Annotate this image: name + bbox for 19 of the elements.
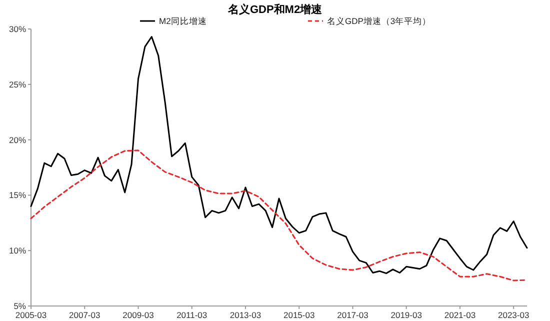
x-tick-label: 2007-03 — [69, 310, 100, 320]
y-tick-label: 30% — [8, 24, 26, 34]
chart-title: 名义GDP和M2增速 — [226, 3, 324, 16]
x-tick-label: 2005-03 — [15, 310, 47, 320]
y-tick-label: 15% — [8, 190, 26, 200]
x-tick-label: 2021-03 — [444, 310, 476, 320]
y-tick-label: 25% — [8, 79, 26, 90]
legend-label: M2同比增速 — [159, 16, 207, 26]
legend-label: 名义GDP增速（3年平均） — [327, 16, 432, 26]
y-tick-label: 5% — [14, 301, 26, 311]
x-tick-label: 2015-03 — [284, 310, 315, 320]
x-tick-label: 2017-03 — [337, 310, 369, 320]
y-tick-label: 10% — [8, 246, 26, 256]
x-tick-label: 2009-03 — [122, 310, 154, 320]
x-tick-label: 2019-03 — [390, 310, 422, 320]
x-tick-label: 2011-03 — [176, 310, 208, 320]
x-tick-label: 2013-03 — [230, 310, 262, 320]
x-tick-label: 2023-03 — [498, 310, 530, 320]
y-tick-label: 20% — [8, 134, 26, 145]
